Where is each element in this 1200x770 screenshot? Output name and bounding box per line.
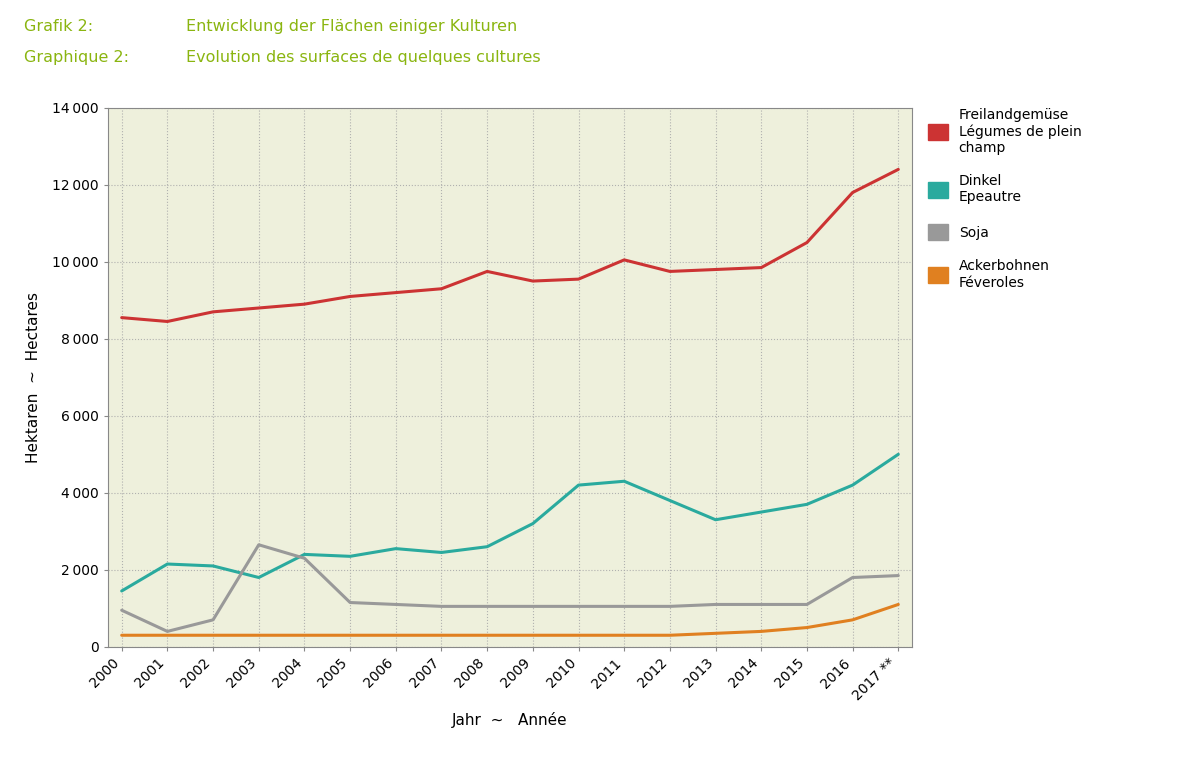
Text: Grafik 2:: Grafik 2:: [24, 19, 94, 34]
Text: Evolution des surfaces de quelques cultures: Evolution des surfaces de quelques cultu…: [186, 50, 541, 65]
X-axis label: Jahr  ~   Année: Jahr ~ Année: [452, 712, 568, 728]
Text: Entwicklung der Flächen einiger Kulturen: Entwicklung der Flächen einiger Kulturen: [186, 19, 517, 34]
Y-axis label: Hektaren  ~  Hectares: Hektaren ~ Hectares: [26, 292, 41, 463]
Legend: Freilandgemüse
Légumes de plein
champ, Dinkel
Epeautre, Soja, Ackerbohnen
Févero: Freilandgemüse Légumes de plein champ, D…: [928, 108, 1081, 290]
Text: Graphique 2:: Graphique 2:: [24, 50, 130, 65]
